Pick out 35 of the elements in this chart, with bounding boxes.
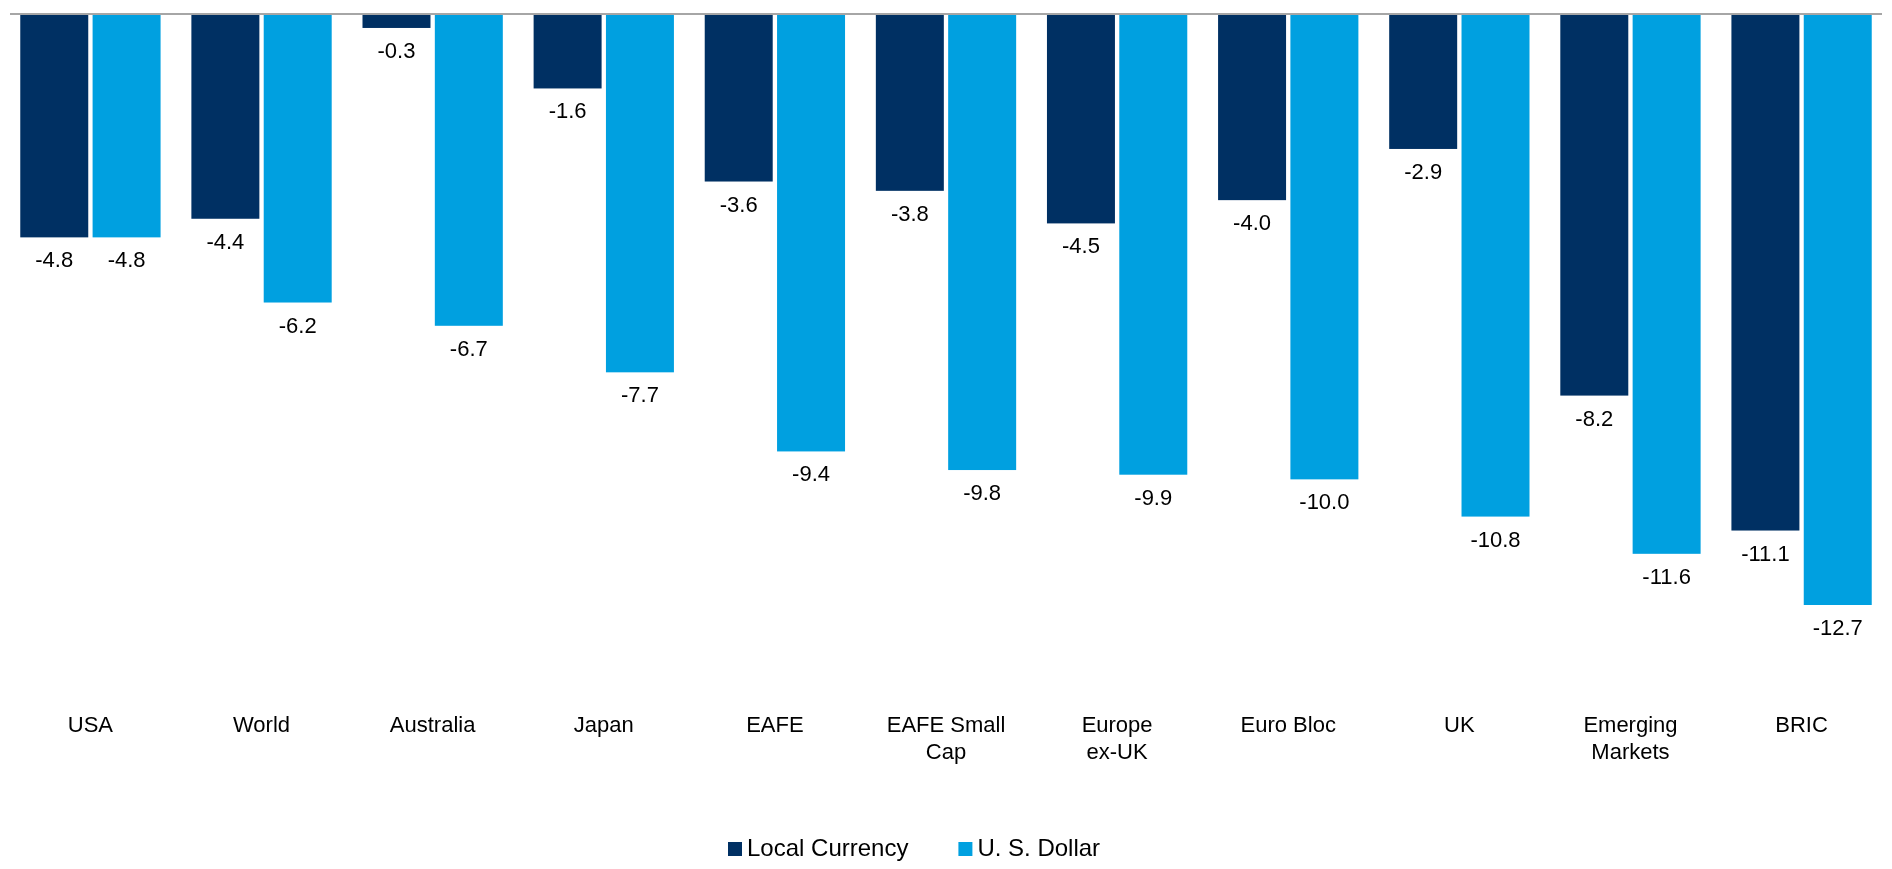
data-label: -7.7 [620, 382, 659, 408]
x-tick-label: EAFE [746, 712, 804, 737]
data-label: -9.9 [1134, 484, 1173, 510]
data-label: -9.8 [963, 480, 1002, 506]
x-tick-label: EAFE Small Cap [886, 712, 1006, 764]
data-label: -4.8 [107, 247, 146, 273]
x-tick-label: UK [1444, 712, 1475, 737]
x-tick-label: USA [67, 712, 114, 737]
data-label: -3.8 [890, 200, 929, 226]
data-label: -2.9 [1404, 158, 1443, 184]
x-tick-label: Europe ex-UK [1081, 712, 1153, 764]
legend-label: Local Currency [747, 834, 909, 861]
data-label: -11.1 [1741, 540, 1790, 566]
x-tick-label: World [233, 712, 291, 737]
data-label: -10.0 [1299, 489, 1350, 515]
data-label: -6.2 [278, 312, 317, 338]
x-tick-label: Emerging Markets [1583, 712, 1678, 764]
data-label: -8.2 [1575, 405, 1614, 431]
data-label: -6.7 [449, 335, 488, 361]
data-label: -9.4 [792, 461, 831, 487]
data-label: -4.8 [35, 247, 74, 273]
data-label: -0.3 [377, 37, 416, 63]
legend-label: U. S. Dollar [977, 834, 1101, 861]
data-label: -1.6 [548, 98, 587, 124]
data-label: -4.0 [1233, 210, 1272, 236]
x-tick-label: Euro Bloc [1240, 712, 1336, 737]
data-label: -10.8 [1470, 526, 1521, 552]
x-tick-label: Australia [389, 712, 477, 737]
data-label: -11.6 [1642, 563, 1691, 589]
x-tick-label: Japan [573, 712, 634, 737]
data-label: -4.5 [1061, 233, 1100, 259]
data-label: -12.7 [1812, 615, 1863, 640]
data-label: -4.4 [206, 228, 245, 254]
x-tick-label: BRIC [1775, 712, 1828, 737]
data-label: -3.6 [719, 191, 758, 217]
